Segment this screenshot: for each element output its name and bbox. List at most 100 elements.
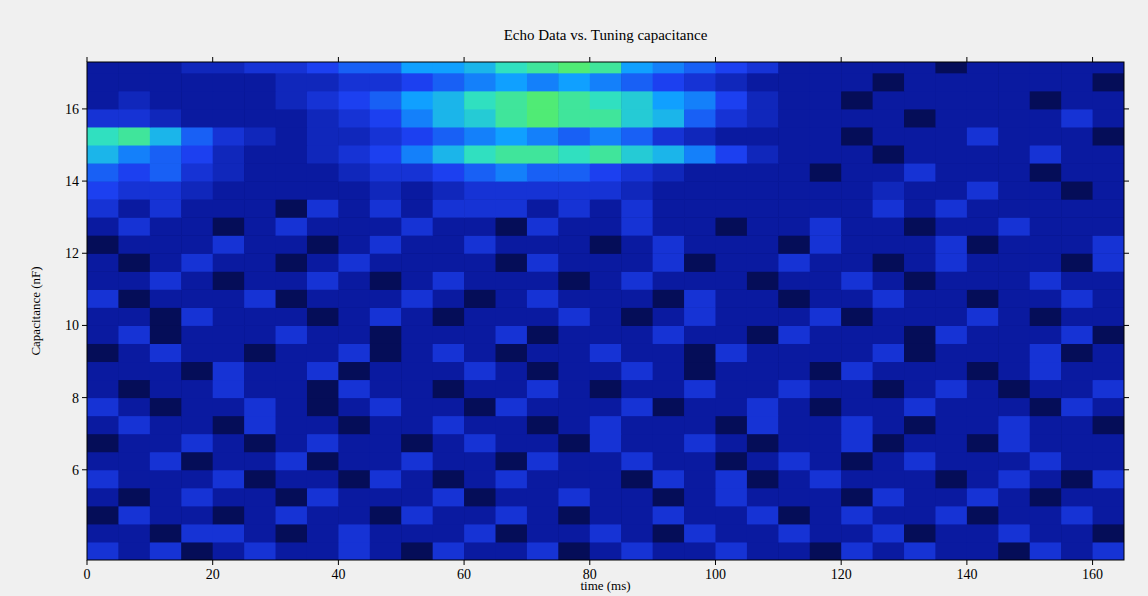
cell xyxy=(150,181,182,200)
cell xyxy=(715,91,747,110)
cell xyxy=(904,145,936,164)
cell xyxy=(307,109,339,128)
cell xyxy=(873,181,905,200)
y-tick-right xyxy=(1124,181,1129,182)
cell xyxy=(244,398,276,417)
cell xyxy=(653,289,685,308)
cell xyxy=(558,62,590,73)
cell xyxy=(1030,163,1062,182)
cell xyxy=(747,434,779,453)
cell xyxy=(370,416,402,435)
cell xyxy=(590,542,622,560)
cell xyxy=(684,506,716,525)
cell xyxy=(87,325,119,344)
cell xyxy=(653,73,685,92)
cell xyxy=(150,217,182,236)
cell xyxy=(810,109,842,128)
cell xyxy=(747,127,779,146)
cell xyxy=(338,145,370,164)
cell xyxy=(87,145,119,164)
cell xyxy=(590,362,622,381)
cell xyxy=(433,217,465,236)
cell xyxy=(1093,325,1124,344)
cell xyxy=(338,91,370,110)
cell xyxy=(873,91,905,110)
cell xyxy=(904,434,936,453)
cell xyxy=(276,307,308,326)
cell xyxy=(464,325,496,344)
cell xyxy=(904,398,936,417)
y-tick-right xyxy=(1124,108,1129,109)
cell xyxy=(527,253,559,272)
y-tick xyxy=(82,253,87,254)
cell xyxy=(873,163,905,182)
cell xyxy=(715,362,747,381)
cell xyxy=(967,542,999,560)
cell xyxy=(244,434,276,453)
cell xyxy=(810,163,842,182)
cell xyxy=(307,325,339,344)
cell xyxy=(87,398,119,417)
cell xyxy=(244,271,276,290)
cell xyxy=(118,199,150,218)
cell xyxy=(464,62,496,73)
cell xyxy=(496,109,528,128)
cell xyxy=(1030,506,1062,525)
x-tick-top xyxy=(841,57,842,62)
cell xyxy=(150,145,182,164)
cell xyxy=(747,524,779,543)
cell xyxy=(87,199,119,218)
cell xyxy=(558,109,590,128)
cell xyxy=(118,253,150,272)
cell xyxy=(653,253,685,272)
cell xyxy=(653,343,685,362)
cell xyxy=(527,271,559,290)
cell xyxy=(747,362,779,381)
cell xyxy=(87,235,119,254)
cell xyxy=(778,109,810,128)
cell xyxy=(527,217,559,236)
cell xyxy=(715,524,747,543)
cell xyxy=(401,127,433,146)
cell xyxy=(150,163,182,182)
cell xyxy=(590,289,622,308)
cell xyxy=(1093,524,1124,543)
cell xyxy=(684,416,716,435)
cell xyxy=(873,380,905,399)
cell xyxy=(841,398,873,417)
cell xyxy=(558,488,590,507)
cell xyxy=(1030,91,1062,110)
cell xyxy=(558,380,590,399)
x-tick-top xyxy=(464,57,465,62)
cell xyxy=(496,542,528,560)
cell xyxy=(370,325,402,344)
cell xyxy=(118,524,150,543)
cell xyxy=(810,127,842,146)
cell xyxy=(590,91,622,110)
cell xyxy=(998,434,1030,453)
cell xyxy=(1061,452,1093,471)
cell xyxy=(904,127,936,146)
cell xyxy=(747,145,779,164)
cell xyxy=(684,362,716,381)
cell xyxy=(87,307,119,326)
cell xyxy=(590,271,622,290)
cell xyxy=(496,127,528,146)
cell xyxy=(621,434,653,453)
cell xyxy=(873,343,905,362)
cell xyxy=(307,163,339,182)
cell xyxy=(401,542,433,560)
cell xyxy=(1030,380,1062,399)
cell xyxy=(935,163,967,182)
cell xyxy=(684,380,716,399)
cell xyxy=(1093,343,1124,362)
cell xyxy=(747,271,779,290)
cell xyxy=(527,73,559,92)
cell xyxy=(1093,398,1124,417)
cell xyxy=(307,91,339,110)
cell xyxy=(181,506,213,525)
cell xyxy=(338,452,370,471)
cell xyxy=(244,289,276,308)
cell xyxy=(181,217,213,236)
cell xyxy=(747,181,779,200)
